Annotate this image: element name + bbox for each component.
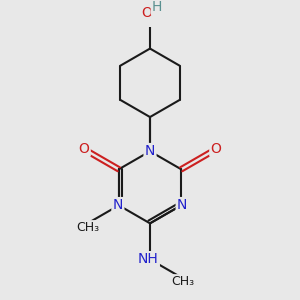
- Text: N: N: [145, 144, 155, 158]
- Text: O: O: [141, 6, 152, 20]
- Text: O: O: [79, 142, 89, 156]
- Text: H: H: [152, 0, 162, 14]
- Text: NH: NH: [138, 252, 159, 266]
- Text: CH₃: CH₃: [76, 221, 99, 234]
- Text: N: N: [177, 198, 187, 212]
- Text: CH₃: CH₃: [171, 275, 195, 288]
- Text: O: O: [211, 142, 221, 156]
- Text: N: N: [113, 198, 123, 212]
